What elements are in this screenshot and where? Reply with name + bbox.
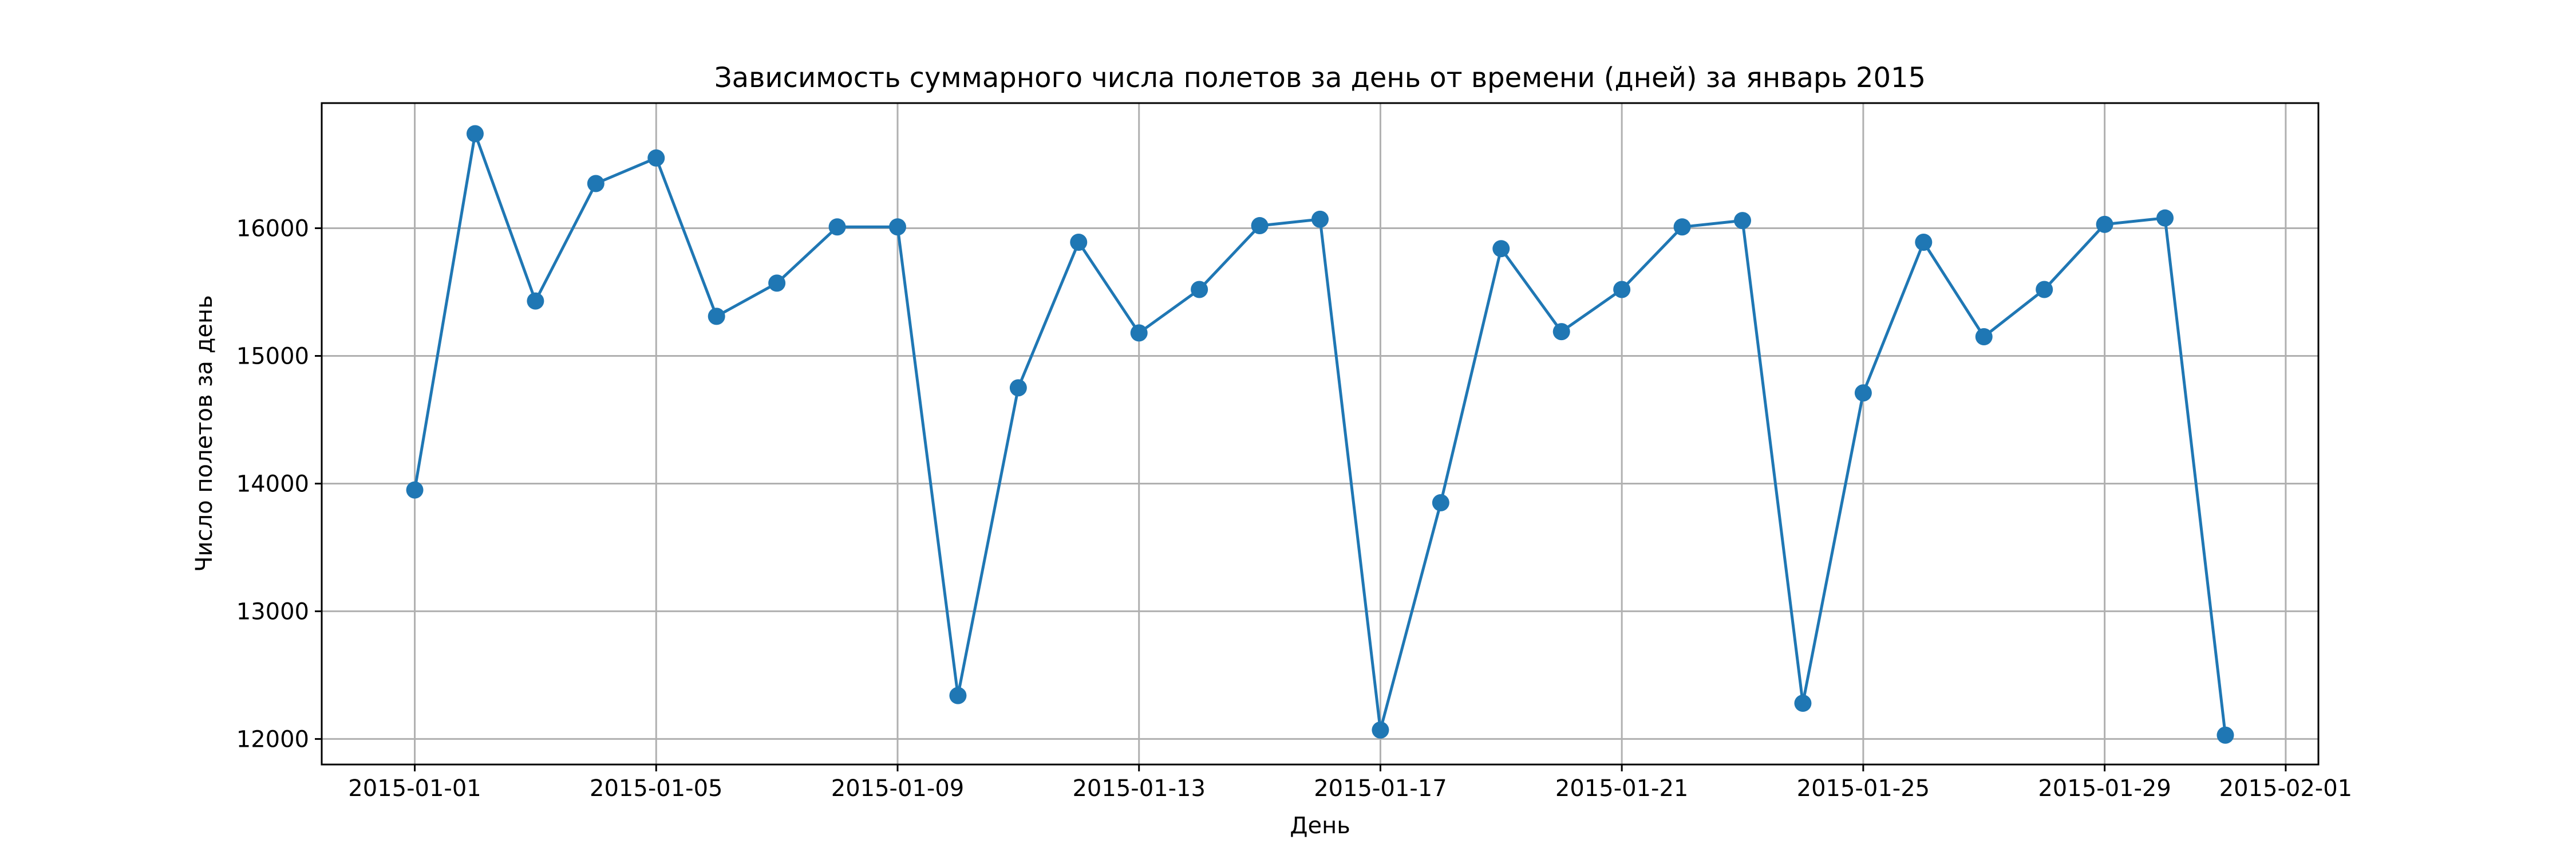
data-point xyxy=(1613,281,1631,298)
x-tick-label: 2015-01-01 xyxy=(348,775,481,802)
x-axis-label: День xyxy=(1290,813,1350,839)
data-point xyxy=(1311,210,1329,228)
data-point xyxy=(527,292,544,310)
x-tick-label: 2015-01-21 xyxy=(1555,775,1688,802)
y-tick-label: 16000 xyxy=(236,216,309,242)
data-point xyxy=(2096,215,2113,233)
data-point xyxy=(1009,379,1027,397)
axis-ticks: 2015-01-01 2015-01-05 2015-01-09 2015-01-13… xyxy=(236,216,2352,802)
data-point xyxy=(1070,234,1088,251)
x-tick-label: 2015-01-09 xyxy=(831,775,964,802)
y-tick-label: 13000 xyxy=(236,598,309,625)
data-point xyxy=(1794,694,1812,712)
data-point xyxy=(2217,726,2234,744)
data-point xyxy=(888,218,906,236)
data-point xyxy=(1492,240,1510,258)
data-point xyxy=(1251,217,1269,235)
y-axis-label: Число полетов за день xyxy=(191,295,218,572)
data-point xyxy=(1432,494,1449,511)
y-tick-label: 15000 xyxy=(236,343,309,369)
plot-series xyxy=(406,125,2234,744)
y-tick-label: 12000 xyxy=(236,726,309,752)
data-point xyxy=(406,481,424,499)
data-point xyxy=(2156,209,2174,227)
data-point xyxy=(1854,384,1872,402)
x-tick-label: 2015-01-29 xyxy=(2038,775,2171,802)
data-point xyxy=(768,274,786,292)
data-point xyxy=(708,308,725,325)
data-point xyxy=(1734,212,1752,230)
data-point xyxy=(1552,323,1570,341)
x-tick-label: 2015-01-25 xyxy=(1797,775,1930,802)
plot-frame xyxy=(321,102,2320,766)
data-point xyxy=(1673,218,1691,236)
x-tick-label: 2015-01-05 xyxy=(590,775,722,802)
data-point xyxy=(949,687,967,704)
data-point xyxy=(647,149,665,167)
data-point xyxy=(828,218,846,236)
data-point xyxy=(1130,324,1148,342)
x-tick-label: 2015-02-01 xyxy=(2219,775,2352,802)
data-point xyxy=(2036,281,2053,298)
x-tick-label: 2015-01-13 xyxy=(1072,775,1205,802)
chart-title: Зависимость суммарного числа полетов за … xyxy=(714,62,1926,94)
data-point xyxy=(1191,281,1208,298)
data-point xyxy=(1915,234,1933,251)
data-point xyxy=(1372,721,1389,739)
data-point xyxy=(466,125,484,143)
y-tick-label: 14000 xyxy=(236,471,309,497)
data-point xyxy=(587,175,605,192)
data-point xyxy=(1975,328,1993,346)
x-tick-label: 2015-01-17 xyxy=(1314,775,1447,802)
